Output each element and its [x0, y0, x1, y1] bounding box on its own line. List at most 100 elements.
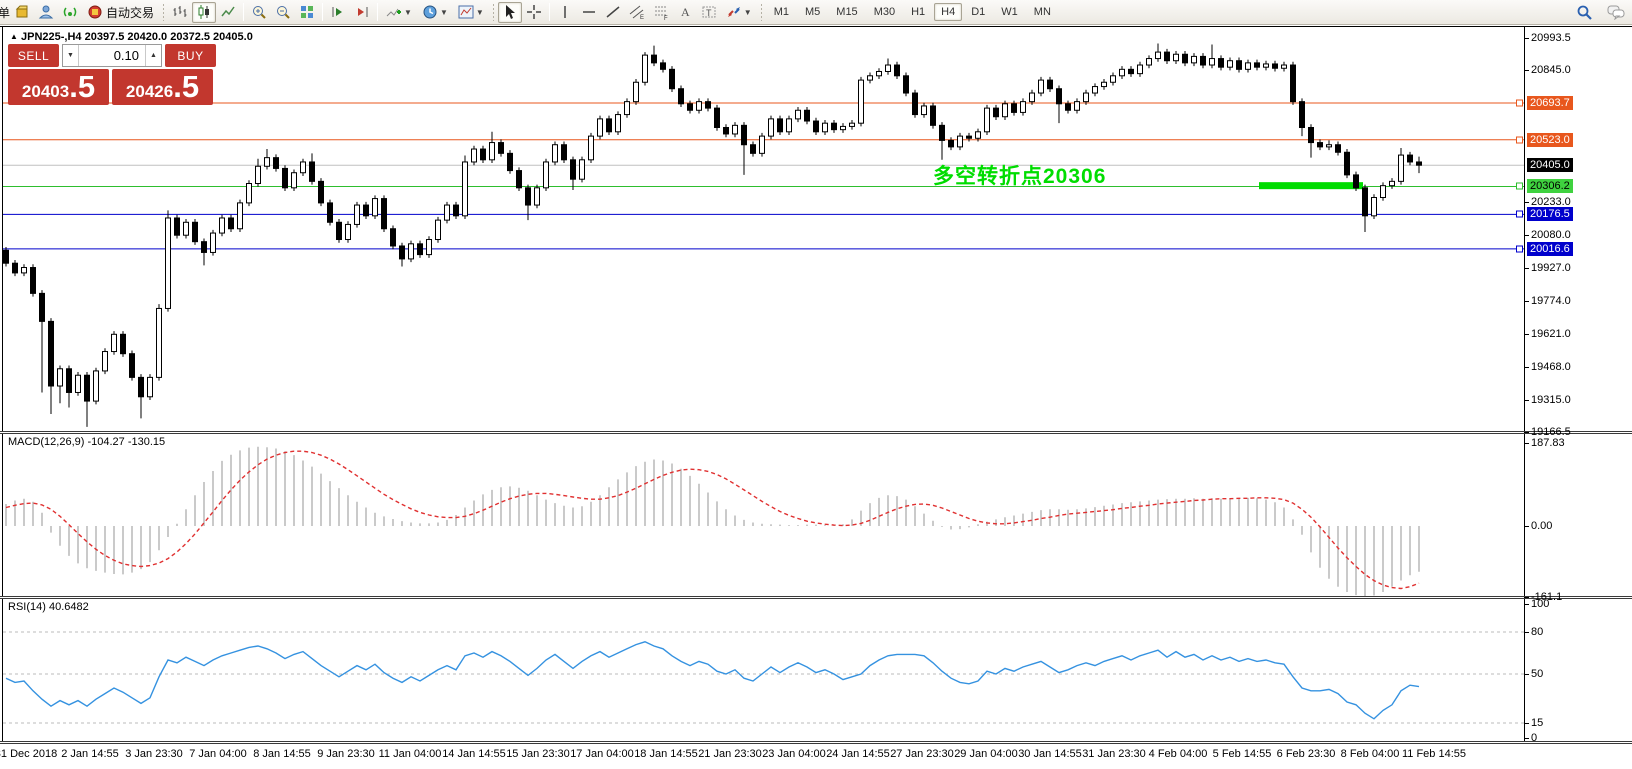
macd-panel[interactable]: [3, 434, 1524, 596]
date-axis-splitter: [0, 741, 1632, 744]
tf-button-m15[interactable]: M15: [836, 6, 858, 18]
zoom-in-icon[interactable]: [247, 2, 271, 23]
macd-tick-label: 187.83: [1531, 437, 1565, 450]
price-line-label: 20523.0: [1527, 132, 1573, 147]
tf-button-mn[interactable]: MN: [1033, 6, 1051, 18]
line-connector: [1516, 99, 1523, 107]
volume-value[interactable]: 0.10: [113, 48, 139, 63]
collapse-icon[interactable]: ▲: [10, 32, 18, 41]
buy-price[interactable]: 20426.5: [112, 69, 213, 105]
macd-tick: [1524, 443, 1529, 445]
rsi-splitter[interactable]: [0, 596, 1632, 599]
chart-window-left-border: [2, 26, 3, 743]
svg-text:F: F: [664, 16, 668, 20]
price-tick-label: 19468.0: [1531, 361, 1571, 374]
svg-text:T: T: [706, 8, 712, 18]
main-chart[interactable]: [3, 27, 1524, 431]
date-label: 21 Jan 23:30: [698, 748, 762, 760]
signal-icon[interactable]: [58, 2, 82, 23]
macd-tick: [1524, 596, 1529, 598]
tf-button-w1[interactable]: W1: [1001, 6, 1018, 18]
indicators-button[interactable]: ▼: [381, 2, 417, 23]
volume-increase-button[interactable]: ▲: [145, 45, 161, 66]
rsi-tick: [1524, 674, 1529, 675]
tf-button-h4[interactable]: H4: [934, 3, 963, 21]
tile-windows-icon[interactable]: [295, 2, 319, 23]
tf-button-d1[interactable]: D1: [971, 6, 986, 18]
price-tick: [1524, 431, 1529, 433]
chevron-down-icon: ▼: [743, 7, 752, 17]
new-order-button[interactable]: 单: [0, 5, 11, 20]
rsi-tick: [1524, 604, 1529, 605]
price-tick: [1524, 268, 1529, 270]
toolbar-grip: [162, 3, 166, 21]
macd-splitter[interactable]: [0, 431, 1632, 434]
rsi-tick: [1524, 738, 1529, 739]
price-tick: [1524, 334, 1529, 336]
chart-annotation: 多空转折点20306: [933, 165, 1107, 188]
templates-button[interactable]: ▼: [453, 2, 489, 23]
price-tick-label: 20993.5: [1531, 32, 1571, 45]
price-tick: [1524, 202, 1529, 204]
sell-price[interactable]: 20403.5: [8, 69, 109, 105]
profile-icon[interactable]: [34, 2, 58, 23]
volume-decrease-button[interactable]: ▼: [63, 45, 79, 66]
price-tick-label: 19774.0: [1531, 295, 1571, 308]
date-label: 31 Dec 2018: [0, 748, 58, 760]
line-connector: [1516, 136, 1523, 144]
zoom-out-icon[interactable]: [271, 2, 295, 23]
price-line-label: 20405.0: [1527, 158, 1573, 173]
candlestick-chart-icon[interactable]: [192, 1, 217, 23]
fibonacci-button[interactable]: F: [649, 2, 673, 23]
rsi-panel[interactable]: [3, 599, 1524, 741]
cursor-button[interactable]: [497, 1, 522, 23]
price-tick-label: 20845.0: [1531, 64, 1571, 77]
chat-icon[interactable]: [1604, 2, 1628, 23]
chart-symbol-period: JPN225-,H4: [20, 31, 82, 43]
macd-tick-label: -161.1: [1531, 590, 1563, 603]
date-label: 27 Jan 23:30: [890, 748, 954, 760]
trendline-button[interactable]: [601, 2, 625, 23]
bar-chart-icon[interactable]: [168, 2, 192, 23]
price-line-label: 20176.5: [1527, 207, 1573, 222]
price-tick: [1524, 235, 1529, 237]
autotrade-label: 自动交易: [106, 5, 155, 20]
price-tick-label: 20233.0: [1531, 196, 1571, 209]
buy-button[interactable]: BUY: [165, 44, 216, 67]
rsi-tick-label: 0: [1531, 732, 1538, 744]
market-watch-icon[interactable]: [10, 2, 34, 23]
arrows-button[interactable]: ▼: [721, 2, 757, 23]
buy-price-frac: .5: [173, 69, 200, 104]
periods-button[interactable]: ▼: [417, 2, 453, 23]
date-label: 14 Jan 14:55: [442, 748, 506, 760]
autotrade-button[interactable]: 自动交易: [82, 2, 159, 23]
macd-tick-label: 0.00: [1531, 520, 1553, 532]
text-label-button[interactable]: T: [697, 2, 721, 23]
crosshair-button[interactable]: [522, 2, 546, 23]
toolbar-grip: [491, 3, 495, 21]
price-tick: [1524, 301, 1529, 303]
chart-shift-icon[interactable]: [350, 2, 374, 23]
equidistant-channel-button[interactable]: E: [625, 2, 649, 23]
chevron-down-icon: ▼: [404, 7, 412, 17]
sell-button[interactable]: SELL: [8, 44, 59, 67]
line-chart-icon[interactable]: [216, 2, 240, 23]
tf-button-h1[interactable]: H1: [911, 6, 926, 18]
horizontal-line-button[interactable]: [577, 2, 601, 23]
one-click-trading-panel: SELL ▼ 0.10 ▲ BUY 20403.5 20426.5: [8, 44, 216, 105]
date-label: 18 Jan 14:55: [634, 748, 698, 760]
date-label: 30 Jan 14:55: [1018, 748, 1082, 760]
vertical-line-button[interactable]: [553, 2, 577, 23]
tf-button-m1[interactable]: M1: [773, 6, 789, 18]
price-axis-border: [1524, 26, 1525, 743]
rsi-tick: [1524, 723, 1529, 724]
search-icon[interactable]: [1572, 2, 1596, 23]
auto-scroll-icon[interactable]: [326, 2, 350, 23]
price-tick-label: 19315.0: [1531, 394, 1571, 406]
tf-button-m30[interactable]: M30: [873, 6, 896, 18]
svg-text:E: E: [640, 15, 644, 20]
tf-button-m5[interactable]: M5: [805, 6, 821, 18]
text-button[interactable]: A: [673, 2, 697, 23]
rsi-tick-label: 80: [1531, 626, 1544, 638]
